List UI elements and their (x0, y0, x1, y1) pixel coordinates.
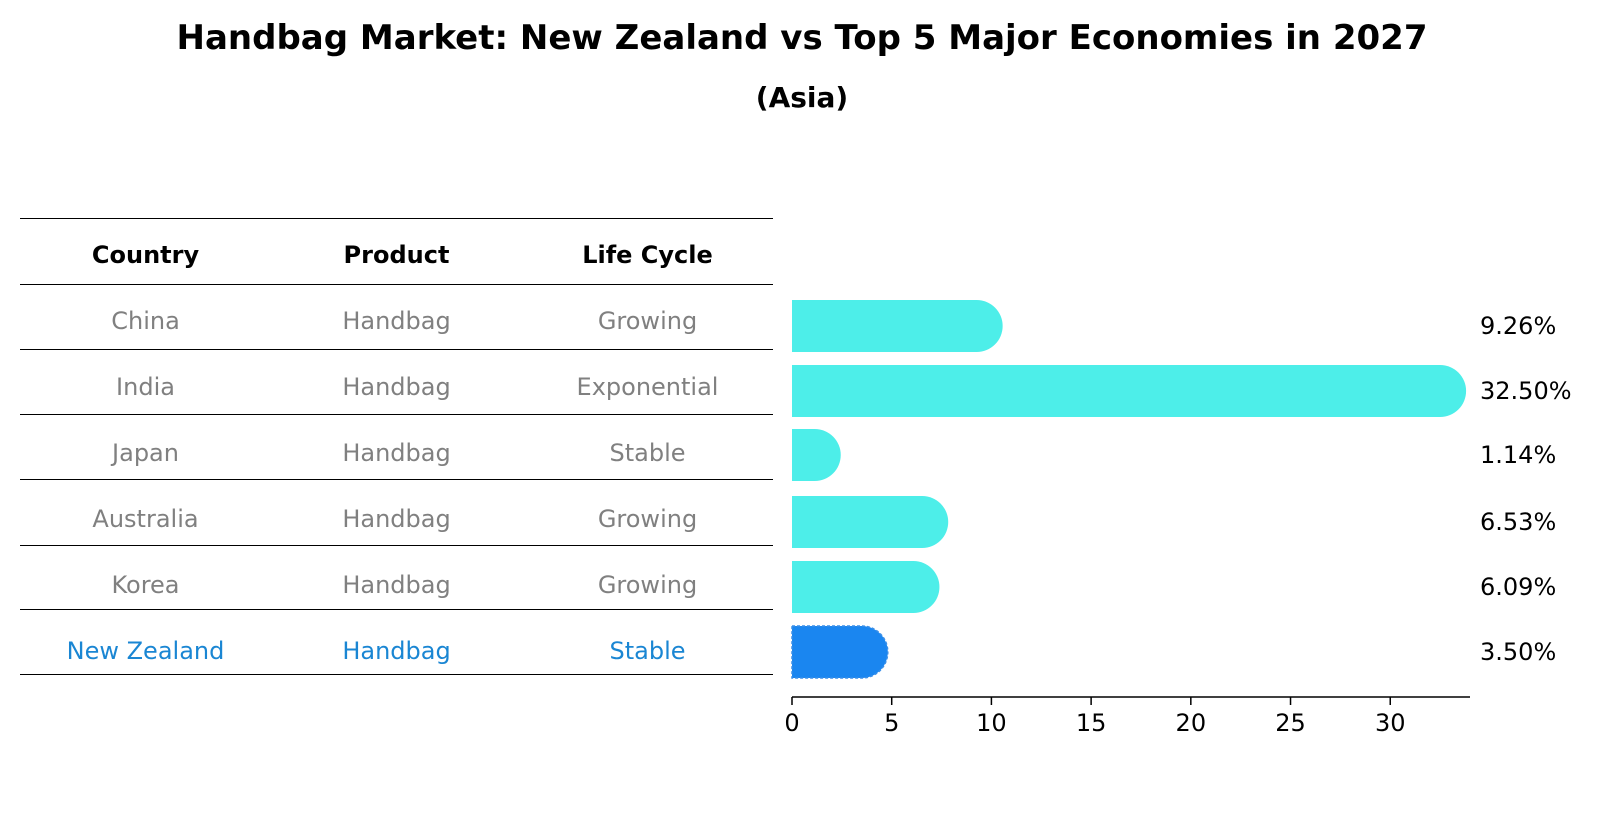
header-product: Product (343, 241, 450, 269)
table-row-highlight: New Zealand Handbag Stable (20, 618, 773, 684)
cell-life-cycle: Stable (609, 637, 686, 665)
x-tick-label: 20 (1176, 709, 1207, 737)
cell-product: Handbag (342, 637, 451, 665)
cell-life-cycle: Stable (609, 439, 686, 467)
header-life-cycle: Life Cycle (582, 241, 713, 269)
cell-product: Handbag (342, 307, 451, 335)
cell-product: Handbag (342, 571, 451, 599)
table-rule (20, 349, 773, 350)
x-tick-label: 15 (1076, 709, 1107, 737)
value-label: 6.53% (1480, 508, 1556, 536)
bar (792, 429, 841, 481)
x-tick-label: 0 (784, 709, 799, 737)
table-top-rule (20, 218, 773, 219)
value-label: 9.26% (1480, 312, 1556, 340)
cell-life-cycle: Growing (597, 307, 698, 335)
table-row: India Handbag Exponential (20, 354, 773, 420)
table-bottom-rule (20, 674, 773, 675)
table-row: Korea Handbag Growing (20, 552, 773, 618)
x-tick-label: 5 (884, 709, 899, 737)
bar (792, 300, 1003, 352)
x-tick-label: 10 (976, 709, 1007, 737)
header-country: Country (91, 241, 200, 269)
cell-country: New Zealand (66, 637, 225, 665)
bar (792, 496, 949, 548)
value-label: 6.09% (1480, 573, 1556, 601)
bar (792, 561, 940, 613)
table-rule (20, 284, 773, 285)
table-rule (20, 414, 773, 415)
value-label: 3.50% (1480, 638, 1556, 666)
bar (791, 625, 889, 679)
value-label: 32.50% (1480, 377, 1572, 405)
cell-country: Korea (111, 571, 180, 599)
cell-product: Handbag (342, 439, 451, 467)
table-row: China Handbag Growing (20, 288, 773, 354)
cell-life-cycle: Growing (597, 505, 698, 533)
table-row: Japan Handbag Stable (20, 420, 773, 486)
table-row: Australia Handbag Growing (20, 486, 773, 552)
value-label: 1.14% (1480, 441, 1556, 469)
table-rule (20, 609, 773, 610)
cell-life-cycle: Exponential (576, 373, 719, 401)
x-tick-label: 25 (1275, 709, 1306, 737)
table-rule (20, 479, 773, 480)
data-table: Country Product Life Cycle China Handbag… (20, 218, 773, 684)
table-rule (20, 545, 773, 546)
cell-country: Japan (112, 439, 179, 467)
bar (792, 365, 1467, 417)
cell-country: China (111, 307, 180, 335)
chart-title: Handbag Market: New Zealand vs Top 5 Maj… (176, 18, 1428, 58)
table-header-row: Country Product Life Cycle (20, 222, 773, 288)
cell-country: India (116, 373, 175, 401)
cell-product: Handbag (342, 373, 451, 401)
cell-life-cycle: Growing (597, 571, 698, 599)
chart-subtitle: (Asia) (755, 81, 849, 114)
cell-country: Australia (92, 505, 199, 533)
cell-product: Handbag (342, 505, 451, 533)
x-tick-label: 30 (1375, 709, 1406, 737)
